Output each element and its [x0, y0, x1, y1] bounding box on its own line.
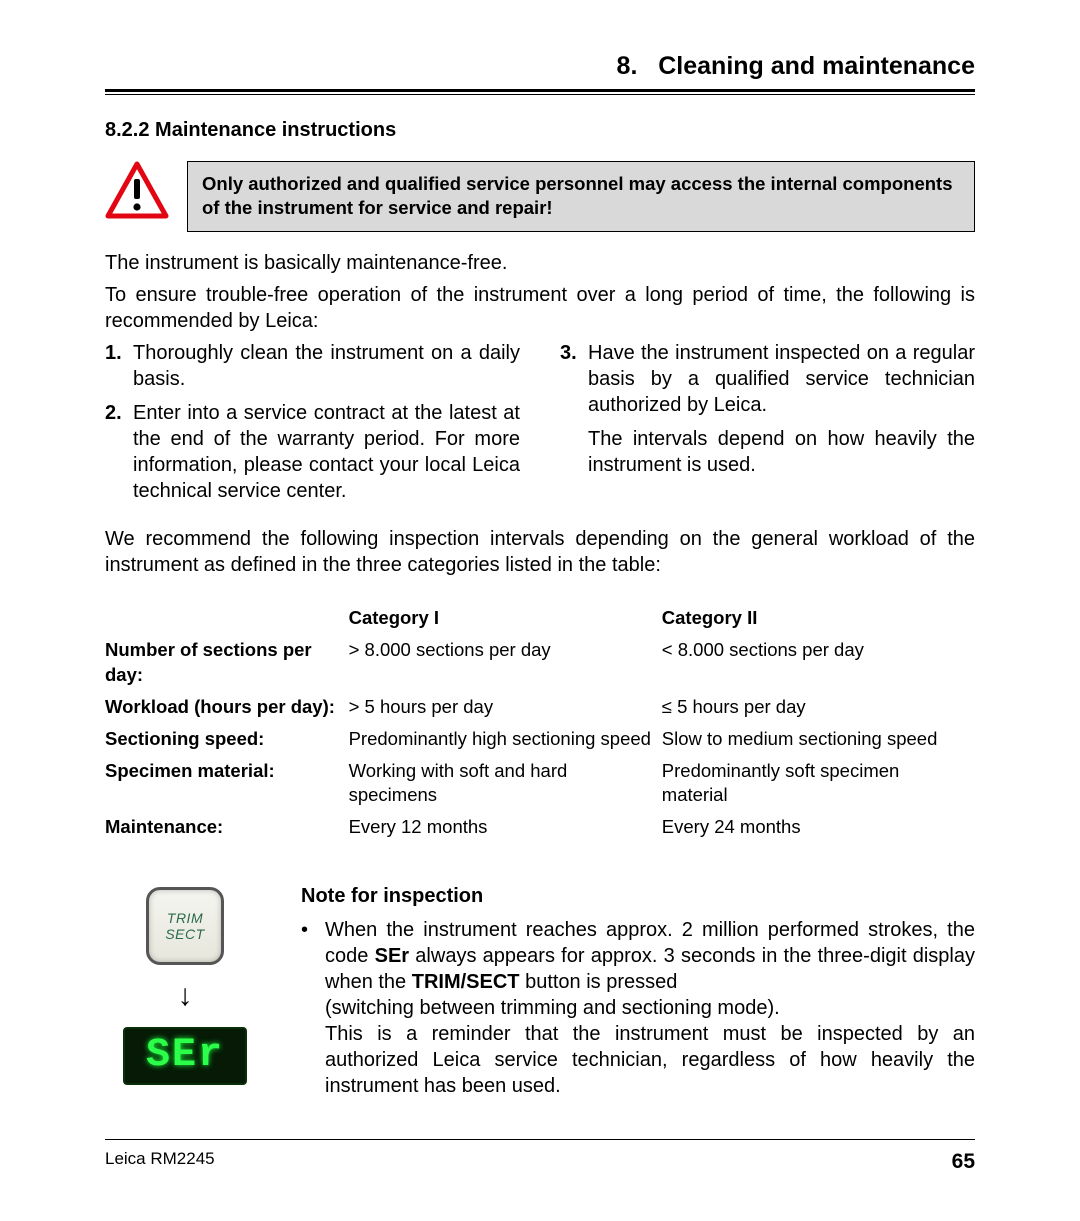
warning-triangle-icon: [105, 161, 169, 219]
ser-display: SEr: [123, 1027, 247, 1085]
table-row-label: Sectioning speed:: [105, 723, 349, 755]
list-col-right: 3. Have the instrument inspected on a re…: [560, 340, 975, 512]
chapter-number: 8.: [617, 52, 638, 80]
section-heading: 8.2.2 Maintenance instructions: [105, 117, 975, 143]
table-col-head: Category I: [349, 602, 662, 634]
list-number: 1.: [105, 340, 125, 392]
warning-block: Only authorized and qualified service pe…: [105, 161, 975, 233]
intro-p2: To ensure trouble-free operation of the …: [105, 282, 975, 334]
table-cell: Every 12 months: [349, 811, 662, 843]
table-row: Specimen material: Working with soft and…: [105, 755, 975, 811]
list-item: 1. Thoroughly clean the instrument on a …: [105, 340, 520, 392]
recommend-paragraph: We recommend the following inspection in…: [105, 526, 975, 578]
chapter-rule: [105, 94, 975, 95]
note-graphics: TRIM SECT ↓ SEr: [105, 883, 265, 1099]
section-number: 8.2.2: [105, 119, 149, 141]
trim-label-line2: SECT: [165, 926, 204, 942]
footer-page-number: 65: [952, 1148, 975, 1175]
list-item: 3. Have the instrument inspected on a re…: [560, 340, 975, 418]
table-row: Category I Category II: [105, 602, 975, 634]
list-col-left: 1. Thoroughly clean the instrument on a …: [105, 340, 520, 512]
table-row-label: Number of sections per day:: [105, 634, 349, 690]
trim-label-line1: TRIM: [167, 910, 203, 926]
table-row-label: Workload (hours per day):: [105, 691, 349, 723]
trim-sect-button-graphic: TRIM SECT: [146, 887, 224, 965]
table-cell: < 8.000 sections per day: [662, 634, 975, 690]
ser-code: SEr: [375, 945, 409, 967]
inspection-table: Category I Category II Number of section…: [105, 602, 975, 842]
list-text: Have the instrument inspected on a regul…: [588, 340, 975, 418]
trim-sect-label: TRIM/SECT: [412, 971, 520, 993]
list-text: Enter into a service contract at the lat…: [133, 400, 520, 504]
table-cell: > 5 hours per day: [349, 691, 662, 723]
table-row-label: Specimen material:: [105, 755, 349, 811]
page-footer: Leica RM2245 65: [105, 1139, 975, 1175]
table-cell: ≤ 5 hours per day: [662, 691, 975, 723]
table-col-head: Category II: [662, 602, 975, 634]
chapter-title: Cleaning and maintenance: [658, 52, 975, 80]
table-row-label: Maintenance:: [105, 811, 349, 843]
bullet-marker: •: [301, 917, 315, 1099]
table-cell: Every 24 months: [662, 811, 975, 843]
note-line3: This is a reminder that the instrument m…: [325, 1023, 975, 1097]
note-text-frag: button is pressed: [520, 971, 678, 993]
table-row: Maintenance: Every 12 months Every 24 mo…: [105, 811, 975, 843]
list-item: 2. Enter into a service contract at the …: [105, 400, 520, 504]
table-cell: Working with soft and hard specimens: [349, 755, 662, 811]
numbered-list: 1. Thoroughly clean the instrument on a …: [105, 340, 975, 512]
footer-product: Leica RM2245: [105, 1148, 215, 1175]
note-bullet: • When the instrument reaches approx. 2 …: [301, 917, 975, 1099]
bullet-text: When the instrument reaches approx. 2 mi…: [325, 917, 975, 1099]
table-row: Workload (hours per day): > 5 hours per …: [105, 691, 975, 723]
note-line2: (switching between trimming and sectioni…: [325, 997, 780, 1019]
chapter-header: 8. Cleaning and maintenance: [105, 50, 975, 92]
table-row: Sectioning speed: Predominantly high sec…: [105, 723, 975, 755]
table-cell: Slow to medium sectioning speed: [662, 723, 975, 755]
table-cell: Predominantly soft specimen material: [662, 755, 975, 811]
warning-text: Only authorized and qualified service pe…: [187, 161, 975, 233]
list-number: 2.: [105, 400, 125, 504]
down-arrow-icon: ↓: [178, 981, 193, 1011]
table-cell: Predominantly high sectioning speed: [349, 723, 662, 755]
list-extra-text: The intervals depend on how heavily the …: [588, 426, 975, 478]
note-heading: Note for inspection: [301, 883, 975, 909]
note-for-inspection: TRIM SECT ↓ SEr Note for inspection • Wh…: [105, 883, 975, 1099]
table-cell: > 8.000 sections per day: [349, 634, 662, 690]
note-text: Note for inspection • When the instrumen…: [301, 883, 975, 1099]
list-text: Thoroughly clean the instrument on a dai…: [133, 340, 520, 392]
list-number: 3.: [560, 340, 580, 418]
table-cell: [105, 602, 349, 634]
section-title: Maintenance instructions: [155, 119, 396, 141]
intro-p1: The instrument is basically maintenance-…: [105, 250, 975, 276]
table-row: Number of sections per day: > 8.000 sect…: [105, 634, 975, 690]
